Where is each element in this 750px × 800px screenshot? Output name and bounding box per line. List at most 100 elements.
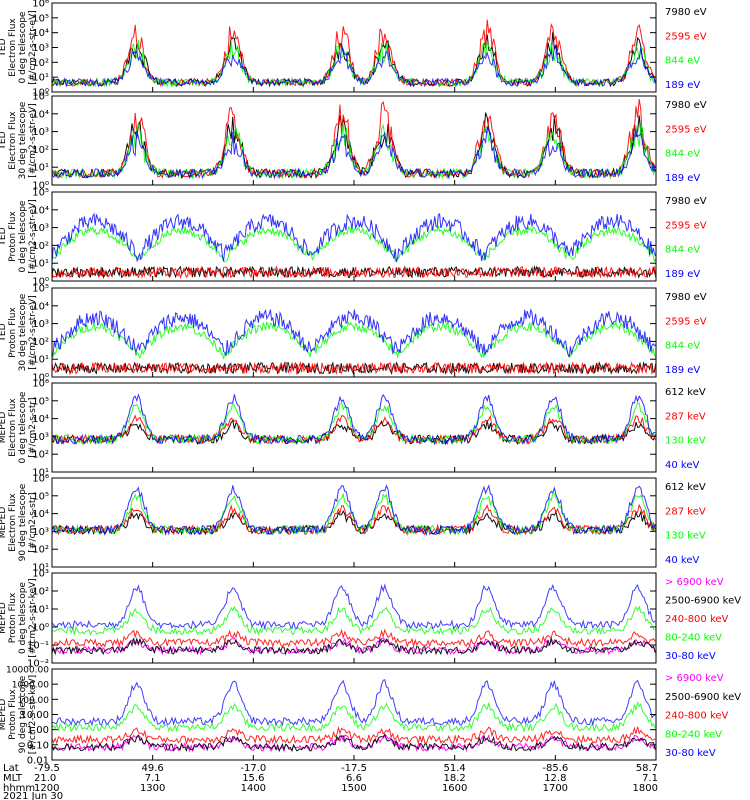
series-trace [51, 393, 656, 446]
y-tick-label: 10² [32, 545, 49, 556]
y-axis-title: [#/cm2-s-str-eV] [28, 199, 38, 274]
y-axis-title: Electron Flux [8, 18, 18, 77]
x-tick-mlt: 6.6 [346, 773, 362, 784]
x-row-label: Lat [3, 763, 19, 774]
y-axis-title: 30 deg telescope [18, 101, 28, 179]
y-tick-label: 10.00 [20, 710, 49, 721]
y-tick-label: 10⁻² [27, 659, 49, 670]
y-axis-title: [#/cm2-s-str-eV] [28, 10, 38, 85]
legend-entry: 2595 eV [665, 220, 707, 231]
legend-entry: > 6900 keV [665, 673, 724, 684]
y-axis-title: 0 deg telescope [18, 11, 28, 83]
y-tick-label: 10⁴ [32, 414, 49, 425]
legend-entry: 80-240 keV [665, 633, 722, 644]
y-axis-title: [#/cm2-s-str-keV] [28, 578, 38, 657]
legend-entry: 189 eV [665, 365, 700, 376]
series-trace [52, 19, 656, 88]
series-trace [51, 700, 656, 733]
y-tick-label: 10¹ [32, 355, 49, 366]
x-tick-hhmm: 1700 [543, 783, 568, 794]
legend-entry: 7980 eV [665, 196, 707, 207]
y-axis-title: 0 deg telescope [18, 200, 28, 272]
y-tick-label: 10² [32, 587, 49, 598]
y-tick-label: 10² [32, 241, 49, 252]
y-tick-label: 10⁴ [32, 509, 49, 520]
series-trace [51, 265, 657, 280]
y-axis-title: 0 deg telescope [18, 391, 28, 463]
y-tick-label: 10⁰ [32, 373, 49, 384]
x-tick-mlt: 7.1 [145, 773, 161, 784]
x-tick-mlt: 15.6 [242, 773, 264, 784]
y-tick-label: 10⁵ [32, 491, 49, 502]
legend-entry: 240-800 keV [665, 711, 729, 722]
series-trace [51, 583, 656, 631]
panel-1: 10⁰ 10¹ 10² 10³ 10⁴ 10⁵ 10⁶ TED Electron Flux 0 d… [0, 0, 707, 99]
y-tick-label: 10¹ [32, 563, 49, 574]
y-tick-label: 10¹ [32, 163, 49, 174]
y-tick-label: 10² [32, 145, 49, 156]
legend-entry: 844 eV [665, 56, 700, 67]
legend-entry: 189 eV [665, 80, 700, 91]
y-tick-label: 10⁰ [32, 623, 49, 634]
y-axis-title: Proton Flux [8, 211, 18, 262]
x-tick-lat: -85.6 [542, 763, 568, 774]
y-axis-title: [#/cm2-s-str-eV] [28, 295, 38, 370]
x-tick-mlt: 21.0 [34, 773, 56, 784]
series-trace [52, 679, 656, 727]
y-axis-title: MEPED [0, 507, 8, 539]
series-trace [51, 732, 656, 753]
series-trace [51, 361, 657, 376]
y-tick-label: 10⁰ [32, 277, 49, 288]
y-axis-title: 90 deg telescope [18, 483, 28, 561]
legend-entry: 7980 eV [665, 100, 707, 111]
y-axis-title: [#/cm2-s-str] [28, 492, 38, 552]
y-tick-label: 10³ [32, 127, 49, 138]
series-trace [51, 99, 656, 180]
series-trace [51, 212, 657, 263]
panel-6: 10¹ 10² 10³ 10⁴ 10⁵ 10⁶ MEPED Electron Flux 90 d… [0, 474, 706, 574]
legend-entry: > 6900 keV [665, 577, 724, 588]
series-trace [51, 725, 656, 746]
legend-entry: 287 keV [665, 506, 706, 517]
legend-entry: 30-80 keV [665, 651, 716, 662]
y-tick-label: 10³ [32, 527, 49, 538]
x-tick-mlt: 12.8 [544, 773, 566, 784]
x-tick-lat: 51.4 [444, 763, 466, 774]
series-trace [51, 637, 656, 656]
y-tick-label: 10⁴ [32, 109, 49, 120]
legend-entry: 612 keV [665, 387, 706, 398]
legend-entry: 80-240 keV [665, 729, 722, 740]
y-tick-label: 10⁵ [32, 396, 49, 407]
y-tick-label: 10⁶ [32, 474, 49, 485]
y-axis-title: TED [0, 227, 8, 246]
legend-entry: 130 keV [665, 436, 706, 447]
x-tick-hhmm: 1200 [34, 783, 59, 794]
y-tick-label: 10³ [32, 569, 49, 580]
legend-entry: 844 eV [665, 149, 700, 160]
legend-entry: 7980 eV [665, 7, 707, 18]
y-tick-label: 10⁰ [32, 88, 49, 99]
y-axis-title: Electron Flux [8, 493, 18, 552]
panel-frame [51, 477, 657, 568]
series-trace [51, 224, 657, 263]
series-trace [51, 45, 656, 88]
y-tick-label: 10⁵ [32, 13, 49, 24]
legend-entry: 2595 eV [665, 316, 707, 327]
y-axis-title: [#/cm2-s-str] [28, 397, 38, 457]
y-tick-label: 10⁶ [32, 0, 49, 10]
y-tick-label: 10⁻¹ [27, 641, 49, 652]
series-trace [51, 265, 657, 279]
y-tick-label: 10⁵ [32, 188, 49, 199]
x-tick-mlt: 7.1 [642, 773, 658, 784]
panel-frame [51, 287, 657, 378]
series-trace [51, 414, 656, 446]
x-tick-lat: -17.0 [240, 763, 266, 774]
legend-entry: 844 eV [665, 245, 700, 256]
y-tick-label: 10³ [32, 223, 49, 234]
legend-entry: 7980 eV [665, 292, 707, 303]
x-tick-hhmm: 1300 [140, 783, 165, 794]
y-axis-title: Proton Flux [8, 689, 18, 740]
y-tick-label: 10¹ [32, 605, 49, 616]
y-axis-title: Electron Flux [8, 111, 18, 170]
